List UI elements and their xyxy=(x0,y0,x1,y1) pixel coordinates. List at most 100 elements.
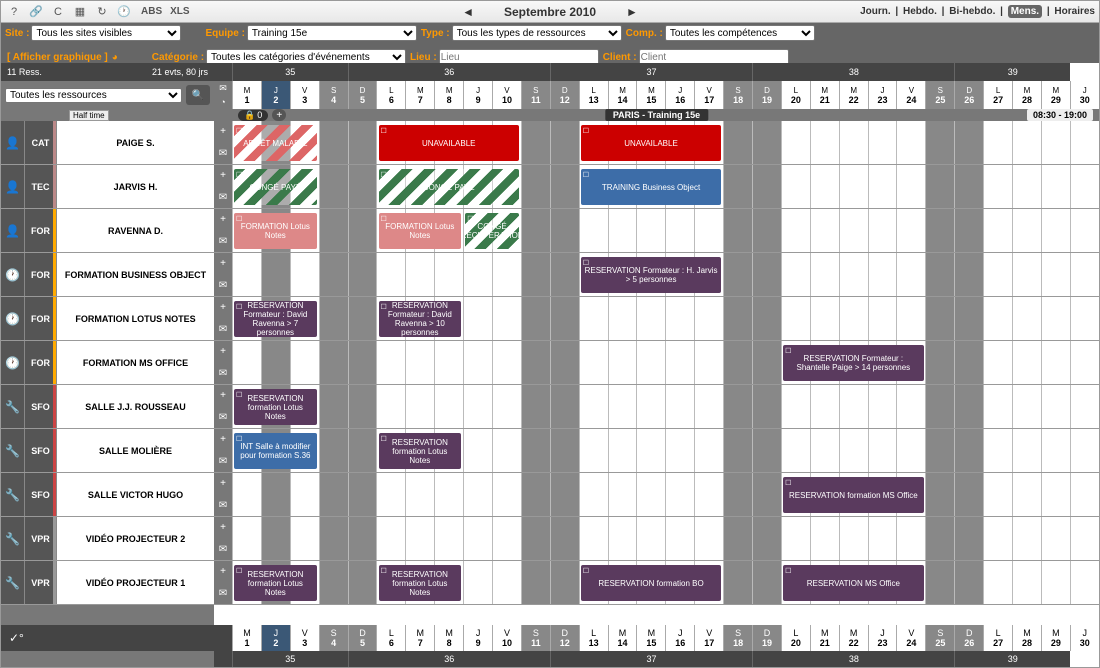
grid-cell[interactable] xyxy=(463,385,492,428)
event-block[interactable]: ☐ARRÊT MALADIE xyxy=(234,125,317,161)
resource-name[interactable]: FORMATION LOTUS NOTES xyxy=(57,297,214,340)
mail-icon[interactable]: ✉ xyxy=(219,192,227,203)
grid-cell[interactable] xyxy=(290,517,319,560)
toolbar-button[interactable]: ? xyxy=(5,3,23,21)
grid-cell[interactable] xyxy=(319,385,348,428)
grid-cell[interactable] xyxy=(694,209,723,252)
grid-cell[interactable] xyxy=(376,253,405,296)
grid-cell[interactable] xyxy=(1012,473,1041,516)
day-header-cell[interactable]: V24 xyxy=(896,81,925,109)
grid-cell[interactable] xyxy=(348,165,377,208)
day-header-cell[interactable]: J9 xyxy=(463,81,492,109)
footer-week-number[interactable]: 39 xyxy=(954,651,1070,667)
grid-cell[interactable] xyxy=(290,473,319,516)
add-icon[interactable]: + xyxy=(220,478,226,489)
grid-cell[interactable] xyxy=(954,297,983,340)
grid-cell[interactable] xyxy=(868,165,897,208)
grid-cell[interactable] xyxy=(1070,429,1099,472)
grid-cell[interactable] xyxy=(665,297,694,340)
grid-cell[interactable] xyxy=(925,121,954,164)
footer-day-cell[interactable]: S18 xyxy=(723,625,752,651)
grid-cell[interactable] xyxy=(925,165,954,208)
grid-cell[interactable] xyxy=(348,429,377,472)
footer-day-cell[interactable]: M1 xyxy=(232,625,261,651)
grid-cell[interactable] xyxy=(665,341,694,384)
grid-cell[interactable] xyxy=(723,561,752,604)
grid-cell[interactable] xyxy=(1012,253,1041,296)
event-block[interactable]: ☐TRAINING Business Object xyxy=(581,169,722,205)
grid-cell[interactable] xyxy=(1012,297,1041,340)
grid-cell[interactable] xyxy=(579,517,608,560)
event-block[interactable]: ☐RESERVATION formation MS Office xyxy=(783,477,924,513)
grid-cell[interactable] xyxy=(492,561,521,604)
check-icon[interactable]: ✓° xyxy=(9,631,24,645)
grid-cell[interactable] xyxy=(1012,165,1041,208)
grid-cell[interactable] xyxy=(665,209,694,252)
footer-day-cell[interactable]: M7 xyxy=(405,625,434,651)
grid-cell[interactable] xyxy=(781,253,810,296)
resource-name[interactable]: SALLE MOLIÈRE xyxy=(57,429,214,472)
view-mode-bi-hebdo.[interactable]: Bi-hebdo. xyxy=(949,6,995,17)
grid-cell[interactable] xyxy=(550,517,579,560)
grid-cell[interactable] xyxy=(319,165,348,208)
grid-cell[interactable] xyxy=(1070,341,1099,384)
grid-cell[interactable] xyxy=(376,385,405,428)
grid-cell[interactable] xyxy=(839,165,868,208)
grid-cell[interactable] xyxy=(1041,473,1070,516)
grid-cell[interactable] xyxy=(983,253,1012,296)
footer-day-cell[interactable]: J2 xyxy=(261,625,290,651)
grid-cell[interactable] xyxy=(868,253,897,296)
footer-day-cell[interactable]: D12 xyxy=(550,625,579,651)
grid-cell[interactable] xyxy=(348,561,377,604)
grid-cell[interactable] xyxy=(983,297,1012,340)
grid-cell[interactable] xyxy=(376,517,405,560)
add-icon[interactable]: + xyxy=(220,302,226,313)
grid-cell[interactable] xyxy=(521,517,550,560)
grid-cell[interactable] xyxy=(896,209,925,252)
grid-cell[interactable] xyxy=(348,517,377,560)
grid-cell[interactable] xyxy=(781,297,810,340)
grid-cell[interactable] xyxy=(521,209,550,252)
add-icon[interactable]: + xyxy=(220,390,226,401)
grid-cell[interactable] xyxy=(550,385,579,428)
mail-icon[interactable]: ✉ xyxy=(219,412,227,423)
add-icon[interactable]: + xyxy=(220,258,226,269)
grid-cell[interactable] xyxy=(925,473,954,516)
grid-cell[interactable] xyxy=(463,429,492,472)
grid-cell[interactable] xyxy=(1070,473,1099,516)
footer-week-number[interactable]: 36 xyxy=(348,651,550,667)
grid-cell[interactable] xyxy=(1070,121,1099,164)
footer-day-cell[interactable]: D5 xyxy=(348,625,377,651)
grid-cell[interactable] xyxy=(463,253,492,296)
event-block[interactable]: ☐INT Salle à modifier pour formation S.3… xyxy=(234,433,317,469)
grid-cell[interactable] xyxy=(752,517,781,560)
mail-icon[interactable]: ✉ xyxy=(219,588,227,599)
day-header-cell[interactable]: L20 xyxy=(781,81,810,109)
grid-cell[interactable] xyxy=(665,429,694,472)
grid-cell[interactable] xyxy=(319,341,348,384)
grid-cell[interactable] xyxy=(636,473,665,516)
mail-icon[interactable]: ✉ xyxy=(219,236,227,247)
grid-cell[interactable] xyxy=(319,209,348,252)
grid-cell[interactable] xyxy=(723,517,752,560)
grid-cell[interactable] xyxy=(810,209,839,252)
grid-cell[interactable] xyxy=(752,165,781,208)
add-icon[interactable]: + xyxy=(220,566,226,577)
grid-cell[interactable] xyxy=(1041,429,1070,472)
event-block[interactable]: ☐CONGÉ PAYÉ xyxy=(234,169,317,205)
grid-cell[interactable] xyxy=(752,385,781,428)
grid-cell[interactable] xyxy=(665,473,694,516)
grid-cell[interactable] xyxy=(319,297,348,340)
grid-cell[interactable] xyxy=(521,297,550,340)
footer-day-cell[interactable]: D26 xyxy=(954,625,983,651)
grid-cell[interactable] xyxy=(1041,297,1070,340)
grid-cell[interactable] xyxy=(492,385,521,428)
day-header-cell[interactable]: M29 xyxy=(1041,81,1070,109)
grid-cell[interactable] xyxy=(1041,253,1070,296)
grid-cell[interactable] xyxy=(983,429,1012,472)
grid-cell[interactable] xyxy=(290,253,319,296)
grid-cell[interactable] xyxy=(521,473,550,516)
grid-cell[interactable] xyxy=(839,209,868,252)
grid-cell[interactable] xyxy=(434,253,463,296)
view-mode-mens.[interactable]: Mens. xyxy=(1008,5,1042,18)
